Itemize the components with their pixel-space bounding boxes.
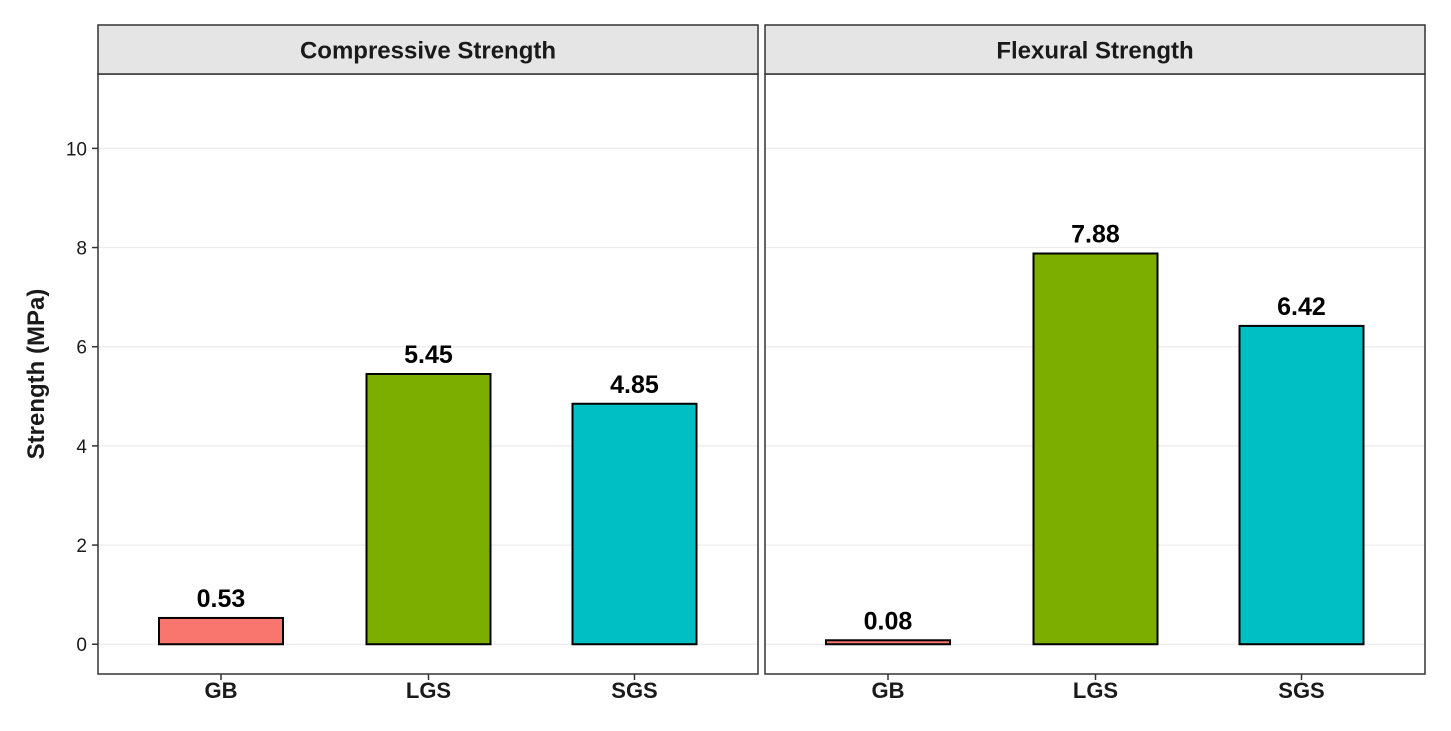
- y-tick-label: 2: [76, 536, 87, 557]
- bar-sgs: [571, 402, 698, 646]
- facet-title: Flexural Strength: [996, 38, 1193, 65]
- bar-gb: [825, 639, 951, 646]
- bar-lgs: [1032, 252, 1159, 646]
- bar-gb: [158, 616, 284, 646]
- y-tick-label: 4: [76, 437, 87, 458]
- y-tick-label: 10: [66, 139, 87, 160]
- y-tick-label: 0: [76, 635, 87, 656]
- y-tick-label: 6: [76, 338, 87, 359]
- x-tick-label: GB: [872, 678, 905, 703]
- data-label: 0.53: [197, 585, 246, 613]
- data-label: 4.85: [610, 371, 659, 399]
- x-tick-label: SGS: [611, 678, 657, 703]
- x-tick-label: SGS: [1278, 678, 1324, 703]
- x-tick-label: LGS: [406, 678, 451, 703]
- facet-strip: [97, 24, 759, 75]
- data-label: 0.08: [864, 607, 913, 635]
- x-tick-label: LGS: [1073, 678, 1118, 703]
- facet-title: Compressive Strength: [300, 38, 556, 65]
- data-label: 7.88: [1071, 221, 1120, 249]
- bar-lgs: [365, 373, 492, 646]
- facet-strip: [764, 24, 1426, 75]
- y-axis-title: Strength (MPa): [23, 289, 50, 460]
- data-label: 5.45: [404, 341, 453, 369]
- y-tick-label: 8: [76, 239, 87, 260]
- data-label: 6.42: [1277, 293, 1326, 321]
- x-tick-label: GB: [205, 678, 238, 703]
- bar-sgs: [1238, 324, 1365, 646]
